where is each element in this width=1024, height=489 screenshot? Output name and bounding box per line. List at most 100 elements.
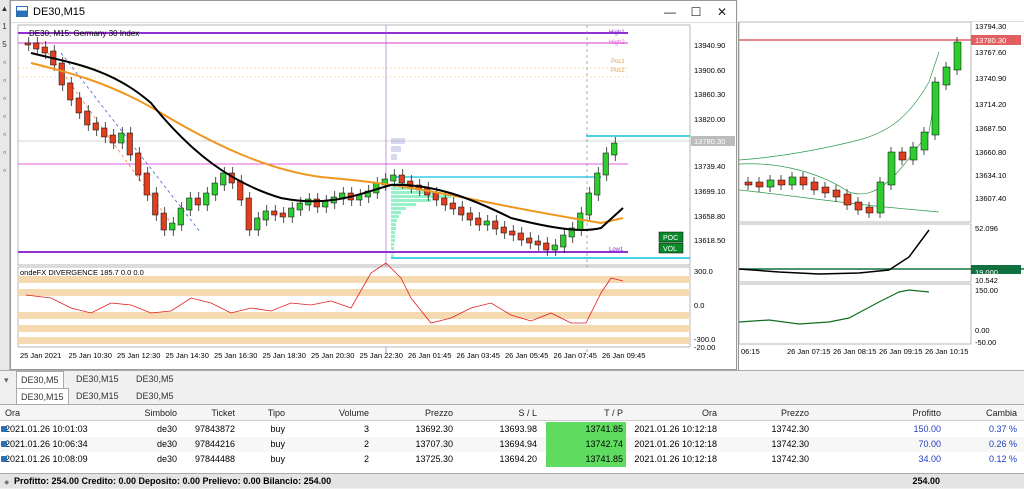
candle-body [118, 132, 125, 144]
candle-body [483, 220, 490, 226]
table-cell: 2021.01.26 10:01:03 [5, 424, 88, 434]
right-time-tick: 06:15 [741, 347, 760, 356]
right-candle-body [799, 176, 808, 186]
indicator-band-3 [18, 312, 690, 319]
terminal-tab-label: DE30,M15 [21, 392, 64, 402]
summary-icon: ● [4, 477, 10, 487]
terminal-tab-2[interactable]: DE30,M15 [72, 388, 123, 405]
terminal-tab-3[interactable]: DE30,M5 [132, 388, 178, 405]
column-header[interactable]: Ora [5, 408, 21, 418]
column-header[interactable]: Tipo [267, 408, 285, 418]
toolbar-icon[interactable]: ▫ [3, 94, 6, 103]
indicator-band-2 [18, 289, 690, 296]
candle-body [126, 132, 133, 156]
buy-order-icon [1, 441, 7, 447]
table-row[interactable]: 2021.01.26 10:06:34 de30 97844216 buy 2 13707… [0, 437, 1024, 452]
column-header[interactable]: Cambia [985, 408, 1017, 418]
candle-body [296, 202, 303, 211]
volume-profile-bar [391, 255, 394, 258]
time-tick-label: 26 Jan 07:45 [554, 351, 597, 360]
right-chart-canvas[interactable]: 13794.30 13767.60 13740.90 13714.20 13687.50… [738, 21, 1024, 370]
table-cell: 97844488 [194, 454, 235, 464]
chart-window-de30-m15[interactable]: DE30,M15 — ☐ ✕ DE30, M15: Germany 30 Ind… [10, 0, 737, 370]
right-candle-body [766, 179, 775, 188]
candle-body [594, 172, 601, 196]
column-header[interactable]: Ticket [211, 408, 235, 418]
candle-body [441, 197, 448, 206]
volume-profile-bar [391, 235, 395, 238]
terminal-tab-1[interactable]: DE30,M15 [16, 388, 69, 404]
table-cell: de30 [156, 424, 177, 434]
close-button[interactable]: ✕ [716, 5, 728, 19]
table-row[interactable]: 2021.01.26 10:01:03 de30 97843872 buy 3 13692… [0, 422, 1024, 437]
candle-body [254, 217, 261, 231]
chart-window-titlebar[interactable]: DE30,M15 — ☐ ✕ [11, 1, 736, 23]
right-ind2-line [738, 289, 930, 325]
minimize-button[interactable]: — [664, 5, 676, 19]
candle-body [449, 202, 456, 210]
toolbar-icon[interactable]: ▫ [3, 148, 6, 157]
right-price-tick: 13794.30 [975, 22, 1006, 31]
table-cell: buy [270, 424, 285, 434]
candle-body [237, 180, 244, 201]
right-candle-body [744, 181, 753, 186]
chart-tab-1[interactable]: DE30,M5 [16, 371, 64, 388]
label-poc1: Poc1 [611, 59, 625, 65]
indicator-band-5 [18, 337, 690, 344]
toolbar-icon[interactable]: 5 [2, 40, 7, 49]
candle-body [152, 192, 159, 216]
table-cell: 0.37 % [988, 424, 1017, 434]
right-band-upper [738, 51, 940, 161]
column-header[interactable]: Prezzo [424, 408, 453, 418]
right-candle-body [810, 181, 819, 191]
candle-body [602, 152, 609, 176]
column-header[interactable]: T / P [604, 408, 623, 418]
table-cell: 13692.30 [415, 424, 453, 434]
right-candlestick-series [744, 37, 962, 218]
indicator-band-1 [18, 276, 690, 283]
toolbar-icon[interactable]: ▫ [3, 112, 6, 121]
chart-tab-2[interactable]: DE30,M15 [72, 371, 123, 388]
toolbar-icon[interactable]: 1 [2, 22, 7, 31]
price-tick-label: 13618.50 [694, 236, 725, 245]
column-header[interactable]: Prezzo [780, 408, 809, 418]
chart-tab-label: DE30,M15 [76, 374, 119, 384]
candle-body [220, 172, 227, 186]
candle-body [288, 207, 295, 218]
right-current-price-value: 13780.30 [975, 36, 1006, 45]
toolbar-icon[interactable]: ▫ [3, 76, 6, 85]
column-header[interactable]: Profitto [912, 408, 941, 418]
toolbar-icon[interactable]: ▫ [3, 166, 6, 175]
column-header[interactable]: Ora [701, 408, 717, 418]
column-header[interactable]: Volume [338, 408, 369, 418]
toolbar-icon[interactable]: ▫ [3, 58, 6, 67]
buy-order-icon [1, 426, 7, 432]
chart-tab-3[interactable]: DE30,M5 [132, 371, 178, 388]
toolbar-icon[interactable]: ▲ [0, 4, 9, 13]
time-tick-label: 25 Jan 12:30 [117, 351, 160, 360]
time-tick-label: 25 Jan 14:30 [166, 351, 209, 360]
table-cell: 2021.01.26 10:08:09 [5, 454, 88, 464]
candle-body [245, 197, 252, 231]
right-indicator-tick: 150.00 [975, 286, 998, 295]
tabs-menu-icon[interactable]: ▾ [4, 375, 9, 385]
candle-body [390, 174, 397, 182]
candle-body [24, 42, 31, 46]
volume-profile-bar [391, 199, 431, 202]
column-header[interactable]: S / L [518, 408, 537, 418]
right-candle-body [898, 151, 907, 161]
right-ind1-line [738, 229, 930, 275]
maximize-button[interactable]: ☐ [690, 5, 702, 19]
candle-body [203, 192, 210, 206]
table-row[interactable]: 2021.01.26 10:08:09 de30 97844488 buy 2 13725… [0, 452, 1024, 467]
time-tick-label: 26 Jan 01:45 [408, 351, 451, 360]
current-price-tag [691, 136, 735, 146]
right-candle-body [953, 41, 962, 71]
toolbar-icon[interactable]: ▫ [3, 130, 6, 139]
right-chart-window[interactable]: 13794.30 13767.60 13740.90 13714.20 13687.50… [738, 21, 1024, 370]
column-header[interactable]: Simbolo [144, 408, 177, 418]
candle-body [313, 198, 320, 208]
candle-body [560, 234, 567, 248]
candle-body [432, 192, 439, 201]
main-chart-canvas[interactable]: DE30, M15: Germany 30 Index High1 High2 … [11, 23, 736, 369]
